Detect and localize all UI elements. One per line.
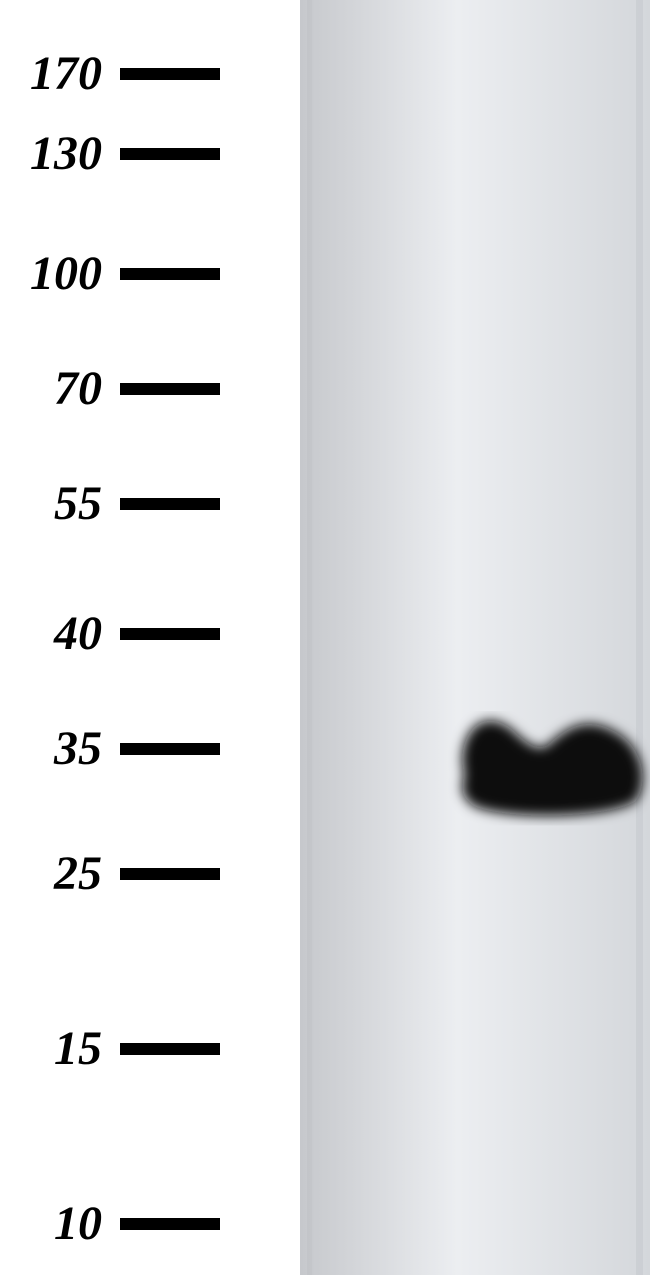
ladder-marker-tick bbox=[120, 148, 220, 160]
ladder-marker-label: 15 bbox=[0, 1021, 120, 1076]
ladder-marker-tick bbox=[120, 1043, 220, 1055]
ladder-marker-tick bbox=[120, 868, 220, 880]
ladder-marker-label: 170 bbox=[0, 46, 120, 101]
ladder-marker-tick bbox=[120, 68, 220, 80]
ladder-marker-tick bbox=[120, 268, 220, 280]
ladder-marker-tick bbox=[120, 743, 220, 755]
ladder-marker: 100 bbox=[0, 246, 220, 301]
ladder-marker: 15 bbox=[0, 1021, 220, 1076]
ladder-marker: 40 bbox=[0, 606, 220, 661]
ladder-marker-label: 40 bbox=[0, 606, 120, 661]
ladder-marker: 70 bbox=[0, 361, 220, 416]
ladder-marker-label: 70 bbox=[0, 361, 120, 416]
ladder-marker-label: 25 bbox=[0, 846, 120, 901]
protein-band bbox=[445, 685, 650, 855]
ladder-marker: 170 bbox=[0, 46, 220, 101]
lane-background bbox=[300, 0, 650, 1275]
ladder-region: 170 130 100 70 55 40 35 25 15 10 bbox=[0, 0, 300, 1275]
ladder-marker-label: 35 bbox=[0, 721, 120, 776]
ladder-marker: 35 bbox=[0, 721, 220, 776]
ladder-marker: 130 bbox=[0, 126, 220, 181]
ladder-marker-tick bbox=[120, 383, 220, 395]
ladder-marker: 25 bbox=[0, 846, 220, 901]
ladder-marker-tick bbox=[120, 498, 220, 510]
ladder-marker-tick bbox=[120, 628, 220, 640]
ladder-marker-label: 55 bbox=[0, 476, 120, 531]
ladder-marker-label: 130 bbox=[0, 126, 120, 181]
ladder-marker-label: 100 bbox=[0, 246, 120, 301]
ladder-marker: 10 bbox=[0, 1196, 220, 1251]
ladder-marker-tick bbox=[120, 1218, 220, 1230]
ladder-marker-label: 10 bbox=[0, 1196, 120, 1251]
ladder-marker: 55 bbox=[0, 476, 220, 531]
blot-lane-area bbox=[300, 0, 650, 1275]
